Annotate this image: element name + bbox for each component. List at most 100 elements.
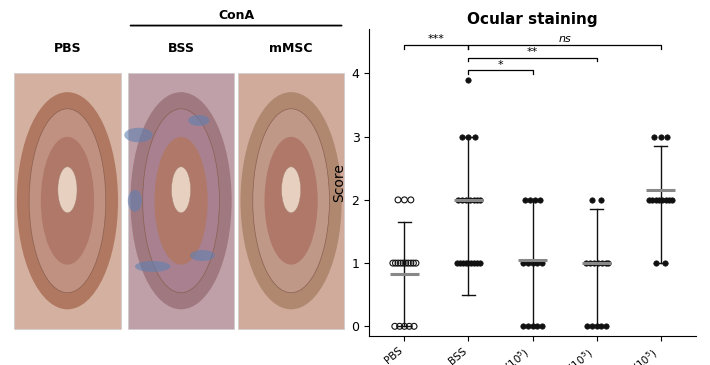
Point bbox=[648, 134, 660, 139]
Point bbox=[405, 197, 417, 203]
Point bbox=[584, 260, 596, 266]
Point bbox=[667, 197, 678, 203]
Ellipse shape bbox=[190, 250, 215, 261]
Y-axis label: Score: Score bbox=[332, 163, 346, 202]
Point bbox=[399, 197, 410, 203]
Ellipse shape bbox=[124, 128, 153, 142]
Point bbox=[532, 323, 543, 329]
Point bbox=[389, 323, 400, 329]
Text: PBS: PBS bbox=[54, 42, 81, 55]
Text: ns: ns bbox=[558, 34, 571, 45]
Point bbox=[586, 323, 597, 329]
Ellipse shape bbox=[135, 261, 170, 272]
Point bbox=[537, 323, 548, 329]
Point bbox=[591, 323, 602, 329]
Text: mMSC: mMSC bbox=[269, 42, 313, 55]
Point bbox=[463, 134, 474, 139]
Ellipse shape bbox=[128, 190, 142, 212]
Text: ***: *** bbox=[428, 34, 445, 45]
Point bbox=[468, 197, 479, 203]
Bar bbox=[128, 73, 234, 328]
Point bbox=[460, 260, 471, 266]
Point bbox=[394, 323, 405, 329]
Ellipse shape bbox=[143, 109, 219, 293]
Point bbox=[657, 197, 668, 203]
Point bbox=[410, 260, 422, 266]
Point bbox=[408, 260, 419, 266]
Ellipse shape bbox=[241, 92, 342, 310]
Point bbox=[457, 260, 469, 266]
Point bbox=[522, 260, 533, 266]
Point bbox=[390, 260, 401, 266]
Point bbox=[663, 197, 674, 203]
Bar bbox=[14, 73, 121, 328]
Point bbox=[643, 197, 655, 203]
Point bbox=[537, 260, 548, 266]
Text: **: ** bbox=[527, 47, 538, 57]
Point bbox=[524, 197, 535, 203]
Point bbox=[517, 260, 528, 266]
Point bbox=[661, 134, 672, 139]
Point bbox=[600, 260, 611, 266]
Point bbox=[535, 197, 546, 203]
Point bbox=[596, 323, 607, 329]
Point bbox=[527, 260, 538, 266]
Ellipse shape bbox=[131, 92, 231, 310]
Point bbox=[527, 323, 538, 329]
Point bbox=[522, 323, 533, 329]
Point bbox=[596, 197, 607, 203]
Point bbox=[463, 260, 474, 266]
Point bbox=[474, 260, 486, 266]
Title: Ocular staining: Ocular staining bbox=[467, 12, 598, 27]
Point bbox=[589, 260, 600, 266]
Point bbox=[586, 197, 598, 203]
Point bbox=[457, 197, 468, 203]
Point bbox=[457, 134, 468, 139]
Point bbox=[395, 260, 406, 266]
Point bbox=[602, 260, 613, 266]
Point bbox=[592, 260, 604, 266]
Point bbox=[581, 323, 593, 329]
Point bbox=[393, 197, 404, 203]
Point bbox=[403, 323, 415, 329]
Point bbox=[655, 134, 666, 139]
Point bbox=[532, 260, 543, 266]
Ellipse shape bbox=[253, 109, 329, 293]
Point bbox=[405, 260, 417, 266]
Point bbox=[403, 260, 414, 266]
Point bbox=[464, 197, 476, 203]
Point bbox=[471, 197, 483, 203]
Point bbox=[454, 260, 466, 266]
Point bbox=[660, 197, 671, 203]
Point bbox=[647, 197, 658, 203]
Point bbox=[650, 260, 662, 266]
Point bbox=[408, 323, 420, 329]
Point bbox=[530, 197, 541, 203]
Ellipse shape bbox=[41, 137, 94, 265]
Point bbox=[596, 260, 607, 266]
Point bbox=[653, 197, 665, 203]
Ellipse shape bbox=[29, 109, 106, 293]
Bar bbox=[238, 73, 344, 328]
Point bbox=[601, 323, 612, 329]
Point bbox=[400, 260, 411, 266]
Ellipse shape bbox=[265, 137, 318, 265]
Point bbox=[581, 260, 592, 266]
Ellipse shape bbox=[282, 167, 301, 213]
Point bbox=[466, 260, 477, 266]
Ellipse shape bbox=[58, 167, 77, 213]
Point bbox=[460, 197, 471, 203]
Point bbox=[519, 197, 530, 203]
Ellipse shape bbox=[17, 92, 118, 310]
Point bbox=[398, 260, 409, 266]
Ellipse shape bbox=[172, 167, 190, 213]
Point bbox=[650, 197, 661, 203]
Point bbox=[463, 77, 474, 83]
Point bbox=[469, 260, 480, 266]
Text: ConA: ConA bbox=[218, 9, 254, 22]
Point bbox=[471, 260, 483, 266]
Point bbox=[660, 260, 671, 266]
Point bbox=[469, 134, 481, 139]
Text: BSS: BSS bbox=[168, 42, 195, 55]
Point bbox=[474, 197, 486, 203]
